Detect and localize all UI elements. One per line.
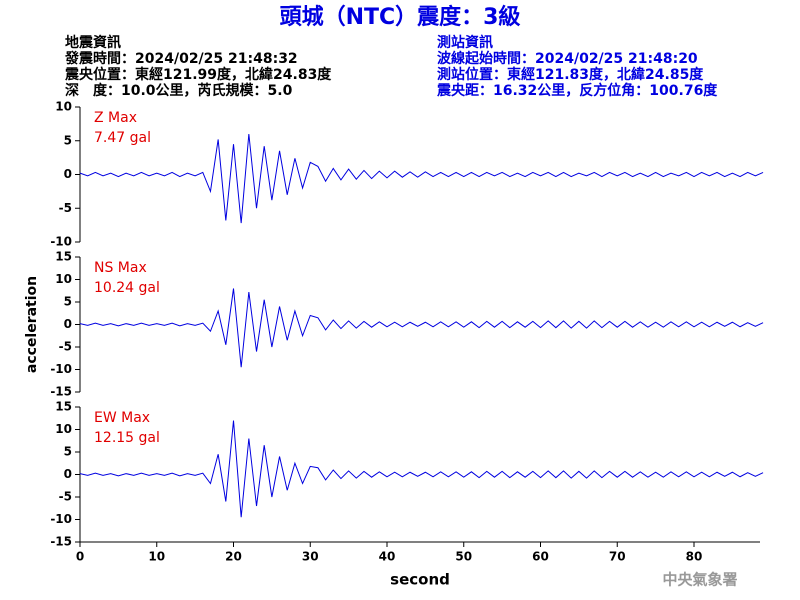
- x-tick-label: 70: [609, 550, 626, 564]
- y-tick-label: 15: [55, 250, 72, 264]
- y-tick-label: 5: [64, 295, 72, 309]
- info-line: 測站資訊: [437, 34, 493, 51]
- x-tick-label: 50: [455, 550, 472, 564]
- event-info: 地震資訊 發震時間：2024/02/25 21:48:32 震央位置：東經121…: [64, 34, 332, 99]
- y-tick-label: 15: [55, 400, 72, 414]
- x-tick-label: 0: [76, 550, 84, 564]
- y-tick-label: -10: [50, 235, 72, 249]
- x-tick-label: 40: [379, 550, 396, 564]
- info-line: 震央位置：東經121.99度，北緯24.83度: [64, 66, 332, 83]
- y-tick-label: -10: [50, 362, 72, 376]
- y-tick-label: -15: [50, 385, 72, 399]
- y-tick-label: -10: [50, 512, 72, 526]
- x-tick-label: 80: [686, 550, 703, 564]
- panel-max: 10.24 gal: [94, 280, 160, 296]
- y-tick-label: 10: [55, 272, 72, 286]
- waveform: [79, 133, 764, 224]
- y-tick-label: 5: [64, 133, 72, 147]
- info-line: 波線起始時間：2024/02/25 21:48:20: [437, 50, 698, 67]
- panel-title: EW Max: [94, 410, 150, 426]
- title: 頭城（NTC）震度：3級: [280, 4, 521, 30]
- info-line: 震央距：16.32公里，反方位角：100.76度: [436, 82, 718, 99]
- y-tick-label: 10: [55, 422, 72, 436]
- info-line: 測站位置：東經121.83度，北緯24.85度: [437, 66, 704, 83]
- x-tick-label: 60: [532, 550, 549, 564]
- waveform: [79, 288, 764, 368]
- waveform: [79, 420, 764, 518]
- panel-max: 12.15 gal: [94, 430, 160, 446]
- x-tick-label: 20: [225, 550, 242, 564]
- info-line: 發震時間：2024/02/25 21:48:32: [64, 50, 298, 67]
- y-tick-label: -5: [59, 340, 72, 354]
- x-tick-label: 30: [302, 550, 319, 564]
- panel-title: Z Max: [94, 110, 137, 126]
- station-info: 測站資訊 波線起始時間：2024/02/25 21:48:20 測站位置：東經1…: [436, 34, 718, 99]
- y-tick-label: -15: [50, 535, 72, 549]
- footer: 中央氣象署: [662, 571, 737, 589]
- x-tick-label: 10: [148, 550, 165, 564]
- info-line: 地震資訊: [65, 34, 121, 51]
- x-axis-label: second: [390, 571, 450, 589]
- y-tick-label: -5: [59, 490, 72, 504]
- panel-max: 7.47 gal: [94, 130, 151, 146]
- panel-title: NS Max: [94, 260, 147, 276]
- y-axis-label: acceleration: [24, 276, 40, 373]
- y-tick-label: -5: [59, 201, 72, 215]
- y-tick-label: 0: [64, 167, 72, 181]
- y-tick-label: 0: [64, 467, 72, 481]
- info-line: 深 度：10.0公里，芮氏規模：5.0: [65, 82, 293, 99]
- y-tick-label: 10: [55, 100, 72, 114]
- y-tick-label: 0: [64, 317, 72, 331]
- y-tick-label: 5: [64, 445, 72, 459]
